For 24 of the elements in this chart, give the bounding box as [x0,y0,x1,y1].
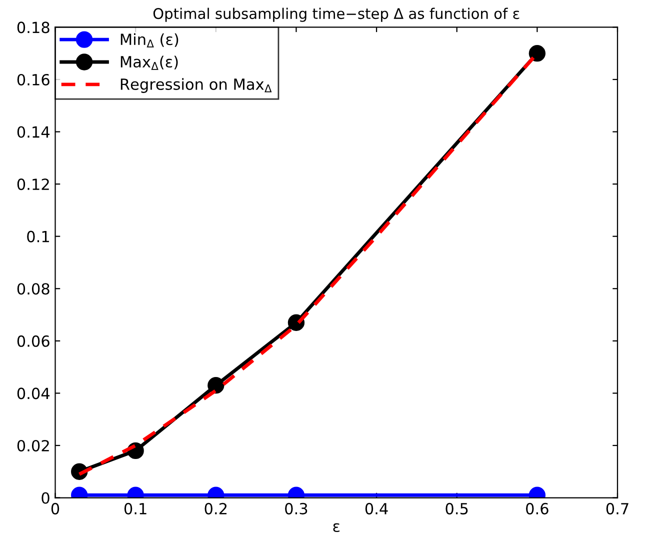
y-tick-label: 0.12 [17,178,49,190]
y-tick-label: 0.14 [17,126,50,138]
x-tick-label: 0.4 [365,502,388,514]
y-tick-label: 0.02 [17,440,49,452]
y-tick-label: 0.16 [17,74,50,86]
x-tick-label: 0.7 [606,502,628,514]
x-tick-label: 0.3 [285,502,308,514]
x-axis-title: ε [333,523,340,532]
y-tick-label: 0.18 [17,22,50,34]
chart-title: Optimal subsampling time−step Δ as function of ε [153,8,520,22]
x-tick-label: 0.2 [204,502,227,514]
legend-label: Max$_{Δ}$(ε) [120,56,178,70]
y-tick-label: 0.06 [17,335,50,347]
y-tick-label: 0 [42,492,50,504]
y-tick-label: 0.1 [27,230,49,242]
x-tick-label: 0.5 [446,502,468,514]
legend-label: Min$_{Δ}$ (ε) [120,33,178,48]
legend-label: Regression on Max$_{Δ}$ [120,78,272,93]
x-tick-label: 0 [51,502,60,514]
point [528,45,546,62]
x-tick-label: 0.6 [526,502,548,514]
y-tick-label: 0.04 [17,388,50,400]
x-tick-label: 0.1 [124,502,146,514]
y-tick-label: 0.08 [17,283,50,295]
